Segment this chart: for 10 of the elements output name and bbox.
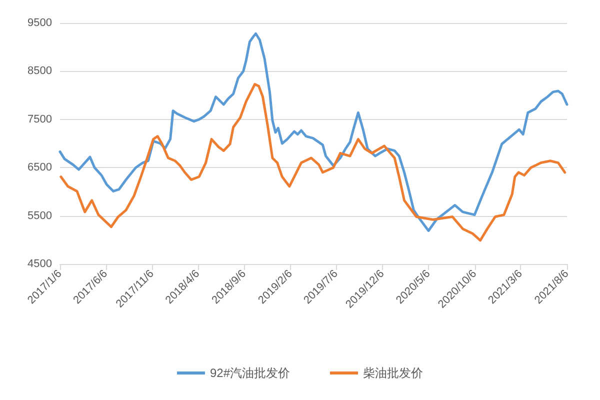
y-tick-label: 7500: [28, 113, 52, 126]
y-tick-label: 8500: [28, 65, 52, 78]
line-series: [58, 32, 568, 232]
y-tick-label: 5500: [28, 210, 52, 222]
legend-label: 柴油批发价: [363, 366, 424, 380]
y-tick-label: 4500: [28, 258, 52, 270]
y-tick-label: 9500: [28, 17, 52, 29]
legend-label: 92#汽油批发价: [210, 366, 290, 380]
y-tick-label: 6500: [28, 162, 52, 174]
line-series: [60, 82, 566, 242]
